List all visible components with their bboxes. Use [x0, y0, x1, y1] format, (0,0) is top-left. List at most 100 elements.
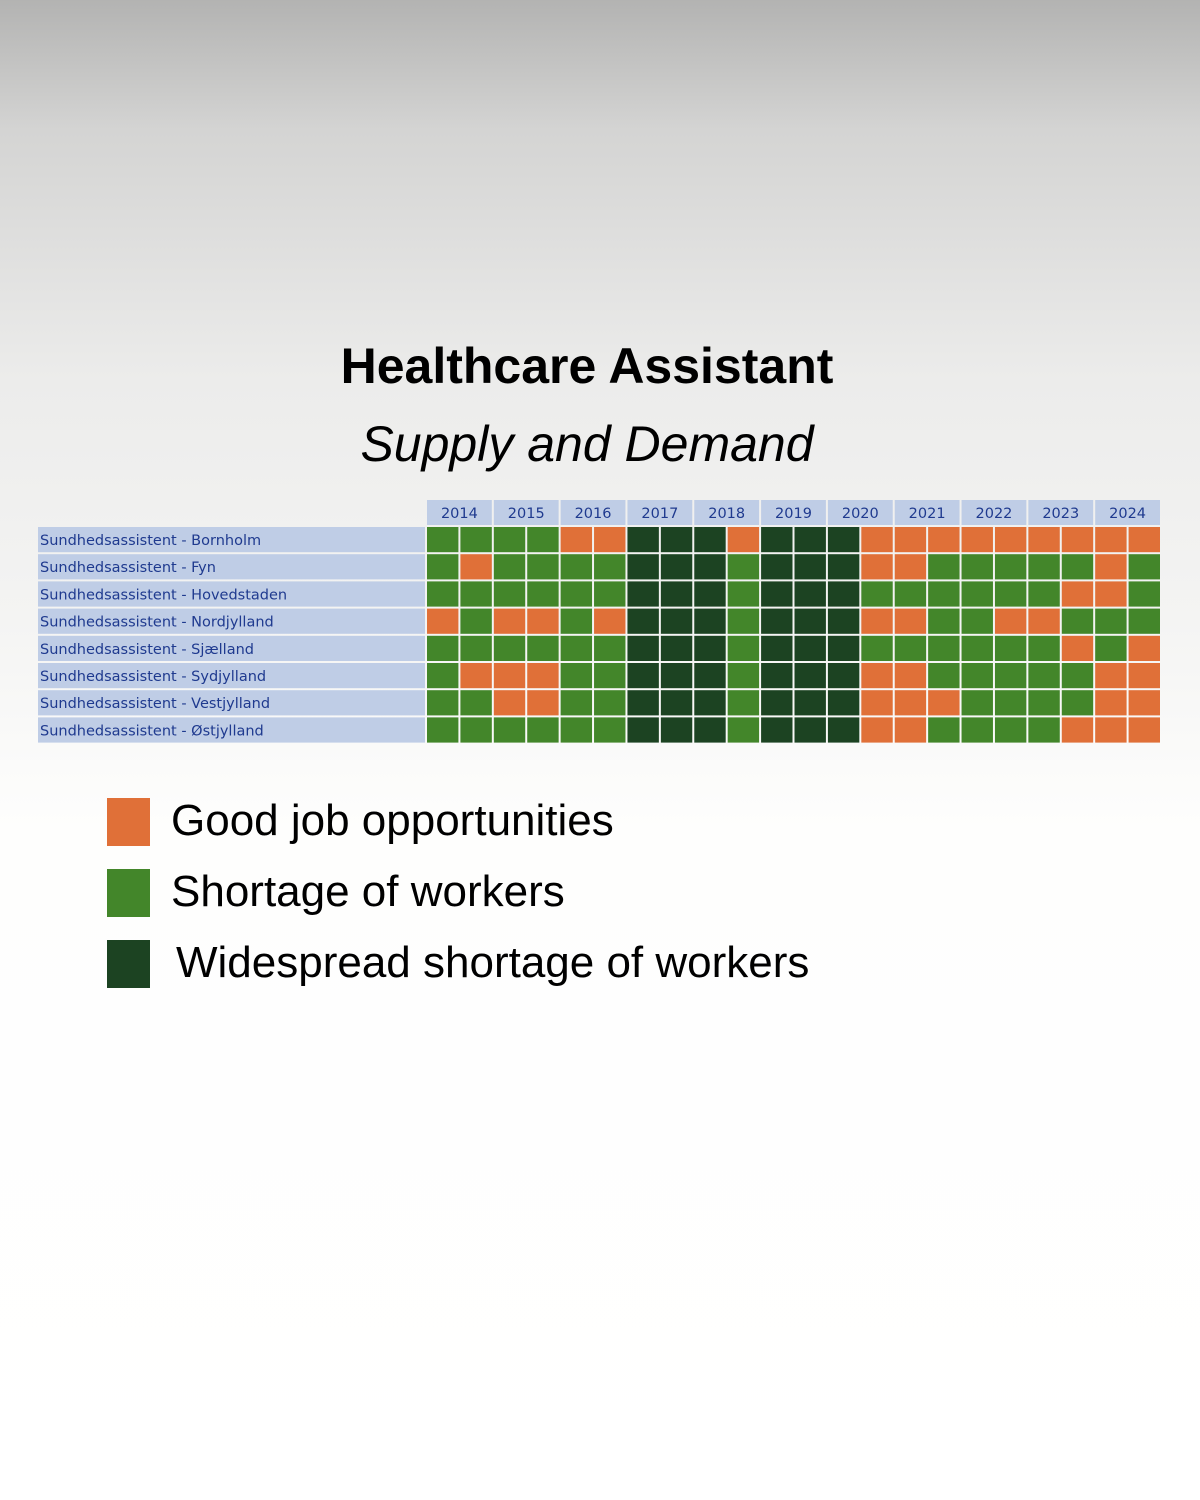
- row-label: Sundhedsassistent - Sydjylland: [40, 669, 266, 685]
- heatmap-cell: [460, 717, 492, 743]
- heatmap-cell: [794, 581, 826, 607]
- heatmap-cell: [1128, 690, 1160, 716]
- year-header-label: 2023: [1042, 506, 1079, 522]
- heatmap-cell: [928, 527, 960, 553]
- heatmap-cell: [427, 690, 459, 716]
- heatmap-cell: [427, 527, 459, 553]
- heatmap-cell: [827, 663, 860, 689]
- legend-swatch-widespread: [107, 940, 150, 988]
- row-label-bg: [38, 527, 425, 553]
- heatmap-cell: [1095, 608, 1127, 634]
- heatmap-cell: [794, 554, 826, 580]
- heatmap-cell: [1061, 554, 1094, 580]
- heatmap-cell: [727, 663, 760, 689]
- heatmap-cell: [961, 581, 993, 607]
- heatmap-cell: [427, 663, 459, 689]
- heatmap-cell: [928, 554, 960, 580]
- heatmap-cell: [727, 690, 760, 716]
- heatmap-cell: [827, 527, 860, 553]
- heatmap-cell: [861, 581, 893, 607]
- heatmap-cell: [694, 608, 726, 634]
- year-header-cell: [694, 500, 760, 525]
- heatmap-cell: [660, 690, 693, 716]
- heatmap-cell: [727, 527, 760, 553]
- heatmap-cell: [994, 554, 1027, 580]
- heatmap-cell: [1028, 554, 1060, 580]
- heatmap-cell: [1128, 581, 1160, 607]
- heatmap-cell: [727, 717, 760, 743]
- heatmap-cell: [994, 717, 1027, 743]
- row-label-bg: [38, 635, 425, 661]
- heatmap-cell: [1095, 581, 1127, 607]
- legend-label-shortage: Shortage of workers: [171, 867, 565, 916]
- heatmap-cell: [761, 635, 793, 661]
- year-header-cell: [827, 500, 893, 525]
- heatmap-cell: [594, 717, 626, 743]
- heatmap-cell: [427, 608, 459, 634]
- heatmap-cell: [427, 635, 459, 661]
- heatmap-cell: [761, 717, 793, 743]
- row-label: Sundhedsassistent - Sjælland: [40, 642, 254, 658]
- heatmap-cell: [660, 527, 693, 553]
- heatmap-cell: [594, 527, 626, 553]
- heatmap-cell: [894, 581, 927, 607]
- heatmap-cell: [894, 635, 927, 661]
- heatmap-cell: [560, 663, 593, 689]
- heatmap-cell: [827, 608, 860, 634]
- year-header-label: 2024: [1109, 506, 1146, 522]
- heatmap-cell: [694, 554, 726, 580]
- heatmap-cell: [460, 635, 492, 661]
- heatmap-cell: [627, 527, 659, 553]
- heatmap-cell: [493, 527, 526, 553]
- heatmap-cell: [794, 663, 826, 689]
- heatmap-cell: [994, 608, 1027, 634]
- year-header-cell: [761, 500, 826, 525]
- heatmap-cell: [660, 554, 693, 580]
- heatmap-cell: [994, 527, 1027, 553]
- heatmap-cell: [660, 663, 693, 689]
- heatmap-cell: [1061, 690, 1094, 716]
- heatmap-cell: [627, 690, 659, 716]
- heatmap-cell: [794, 635, 826, 661]
- heatmap-cell: [1095, 635, 1127, 661]
- heatmap-cell: [594, 608, 626, 634]
- year-header-cell: [493, 500, 559, 525]
- heatmap-cell: [1061, 635, 1094, 661]
- heatmap-cell: [928, 608, 960, 634]
- heatmap-cell: [627, 717, 659, 743]
- heatmap-cell: [694, 690, 726, 716]
- year-header-cell: [1028, 500, 1094, 525]
- heatmap-cell: [527, 608, 559, 634]
- heatmap-cell: [861, 717, 893, 743]
- heatmap-cell: [794, 608, 826, 634]
- row-label-bg: [38, 608, 425, 634]
- row-label: Sundhedsassistent - Hovedstaden: [40, 587, 287, 603]
- row-label-bg: [38, 690, 425, 716]
- heatmap-cell: [1095, 554, 1127, 580]
- heatmap-cell: [560, 717, 593, 743]
- year-header-cell: [427, 500, 492, 525]
- row-label-bg: [38, 554, 425, 580]
- heatmap-cell: [961, 635, 993, 661]
- heatmap-cell: [994, 690, 1027, 716]
- heatmap-cell: [493, 635, 526, 661]
- heatmap-cell: [1061, 608, 1094, 634]
- row-label-bg: [38, 663, 425, 689]
- row-label-bg: [38, 717, 425, 743]
- heatmap-cell: [928, 581, 960, 607]
- heatmap-cell: [827, 690, 860, 716]
- heatmap-cell: [660, 717, 693, 743]
- heatmap-cell: [594, 554, 626, 580]
- heatmap-cell: [1128, 554, 1160, 580]
- heatmap-cell: [1028, 635, 1060, 661]
- heatmap-cell: [694, 663, 726, 689]
- heatmap-cell: [594, 690, 626, 716]
- heatmap-cell: [1028, 663, 1060, 689]
- heatmap-cell: [794, 717, 826, 743]
- heatmap-cell: [493, 690, 526, 716]
- heatmap-cell: [794, 690, 826, 716]
- chart-subtitle: Supply and Demand: [360, 416, 814, 472]
- heatmap-cell: [928, 717, 960, 743]
- heatmap-cell: [594, 635, 626, 661]
- heatmap-cell: [961, 690, 993, 716]
